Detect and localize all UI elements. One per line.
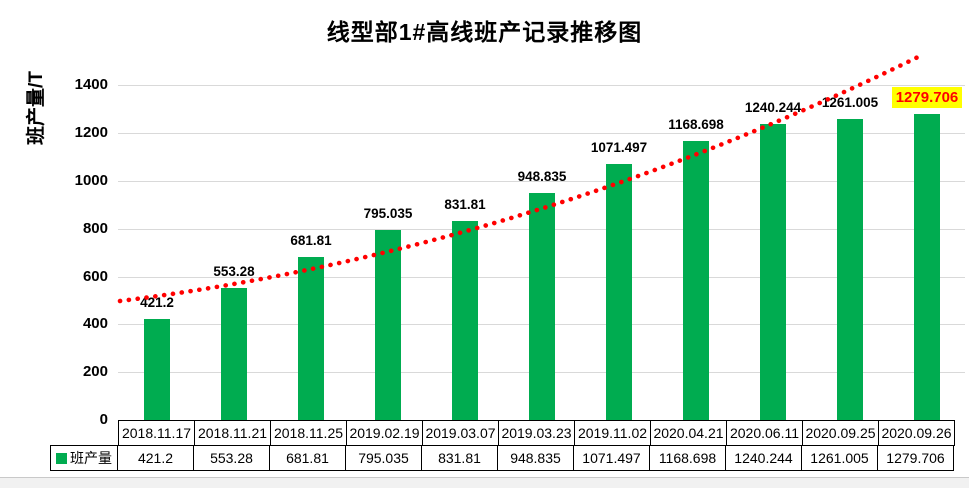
- table-value-cell: 1279.706: [877, 445, 954, 471]
- table-date-cell: 2020.04.21: [650, 420, 727, 446]
- table-date-cell: 2020.09.25: [802, 420, 879, 446]
- bar-value-text: 1071.497: [590, 140, 648, 155]
- table-value-cell: 681.81: [269, 445, 346, 471]
- y-tick-label: 1000: [74, 172, 108, 189]
- legend-label: 班产量: [70, 450, 112, 466]
- bar-value-label: 831.81: [417, 195, 513, 215]
- bar-value-text: 1261.005: [821, 95, 879, 110]
- window-bottom-edge: [0, 477, 969, 488]
- bar-value-text: 681.81: [290, 233, 332, 248]
- bar: [683, 141, 709, 420]
- table-date-cell: 2018.11.21: [194, 420, 271, 446]
- bar-value-label: 1279.706: [879, 87, 969, 108]
- bar-value-text: 1279.706: [891, 87, 963, 108]
- y-axis-title: 班产量/T: [26, 71, 47, 145]
- bar-value-label: 553.28: [186, 262, 282, 282]
- bar-value-text: 948.835: [517, 169, 567, 184]
- data-table-date-row: 2018.11.17 2018.11.21 2018.11.25 2019.02.19…: [50, 420, 955, 446]
- table-value-cell: 421.2: [117, 445, 194, 471]
- y-tick-label: 600: [82, 268, 108, 285]
- table-value-cell: 1168.698: [649, 445, 726, 471]
- table-date-cell: 2019.11.02: [574, 420, 651, 446]
- y-tick-label: 400: [82, 315, 108, 332]
- bar-value-label: 1071.497: [571, 138, 667, 158]
- bar-value-text: 553.28: [213, 264, 255, 279]
- table-date-cell: 2019.03.07: [422, 420, 499, 446]
- bar: [298, 257, 324, 420]
- bar: [760, 124, 786, 420]
- bar: [529, 193, 555, 420]
- bar-value-label: 681.81: [263, 231, 359, 251]
- y-tick-label: 1400: [74, 76, 108, 93]
- table-value-cell: 795.035: [345, 445, 422, 471]
- bar-value-text: 1168.698: [668, 117, 724, 132]
- legend-marker-icon: [56, 452, 67, 464]
- bar: [221, 288, 247, 420]
- bar-value-label: 1168.698: [648, 115, 744, 135]
- y-tick-label: 200: [82, 363, 108, 380]
- table-date-cell: 2019.03.23: [498, 420, 575, 446]
- y-tick-label: 0: [99, 411, 108, 428]
- table-date-cell: 2020.09.26: [878, 420, 955, 446]
- table-value-cell: 1261.005: [801, 445, 878, 471]
- bar-value-text: 421.2: [140, 295, 174, 310]
- bar-value-text: 831.81: [444, 197, 486, 212]
- bar-value-label: 948.835: [494, 167, 590, 187]
- table-value-cell: 553.28: [193, 445, 270, 471]
- bar: [375, 230, 401, 420]
- bar: [837, 119, 863, 420]
- table-value-cell: 948.835: [497, 445, 574, 471]
- y-tick-label: 800: [82, 220, 108, 237]
- table-value-cell: 1071.497: [573, 445, 650, 471]
- table-date-cell: 2018.11.25: [270, 420, 347, 446]
- grid-line: [118, 85, 965, 86]
- data-table-spacer: [50, 420, 118, 446]
- table-value-cell: 831.81: [421, 445, 498, 471]
- bar-value-text: 1240.244: [744, 100, 802, 115]
- table-date-cell: 2020.06.11: [726, 420, 803, 446]
- table-date-cell: 2019.02.19: [346, 420, 423, 446]
- table-value-cell: 1240.244: [725, 445, 802, 471]
- table-date-cell: 2018.11.17: [118, 420, 195, 446]
- bar: [914, 114, 940, 420]
- data-table-value-row: 班产量 421.2 553.28 681.81 795.035 831.81 948.83…: [50, 445, 954, 471]
- legend-key: 班产量: [50, 445, 118, 471]
- y-tick-label: 1200: [74, 124, 108, 141]
- bar: [452, 221, 478, 420]
- bar: [606, 164, 632, 420]
- bar-value-label: 421.2: [109, 293, 205, 313]
- chart-title: 线型部1#高线班产记录推移图: [326, 19, 643, 45]
- bar: [144, 319, 170, 420]
- bar-value-text: 795.035: [363, 206, 413, 221]
